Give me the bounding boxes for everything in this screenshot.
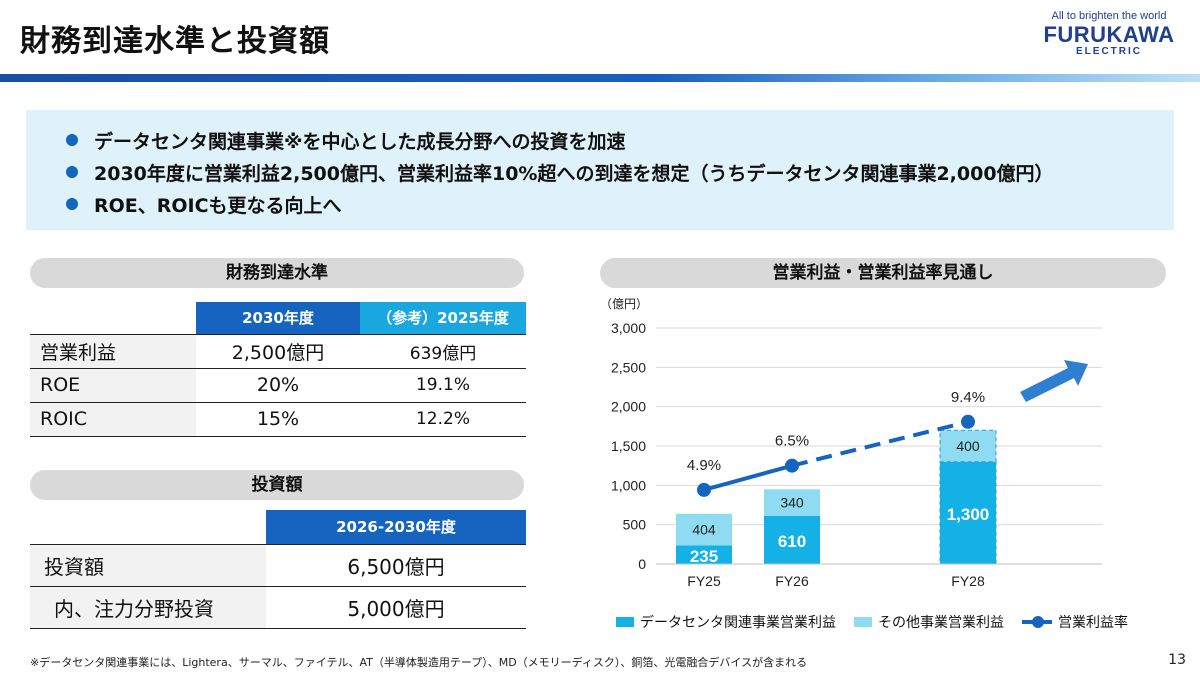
bullet-icon <box>66 166 78 178</box>
bullet-icon <box>66 198 78 210</box>
legend-item: その他事業営業利益 <box>854 612 1004 632</box>
y-tick-label: 1,500 <box>611 438 646 454</box>
legend-swatch-margin <box>1022 616 1052 628</box>
row-label: 投資額 <box>30 543 266 587</box>
growth-arrow-icon <box>1020 360 1088 402</box>
margin-value-label: 6.5% <box>775 433 809 450</box>
chart-legend: データセンタ関連事業営業利益 その他事業営業利益 営業利益率 <box>616 612 1146 632</box>
value-2025: 639億円 <box>360 333 526 369</box>
logo-tagline: All to brighten the world <box>1051 10 1167 22</box>
chart-title: 営業利益・営業利益率見通し <box>600 258 1166 288</box>
table-row: 内、注力分野投資 5,000億円 <box>30 586 526 629</box>
row-label: ROIC <box>30 402 196 437</box>
value-2025: 12.2% <box>360 402 526 437</box>
key-point-text: データセンタ関連事業※を中心とした成長分野への投資を加速 <box>94 130 626 153</box>
column-header-period: 2026-2030年度 <box>266 510 526 544</box>
bar-value-label: 1,300 <box>947 505 990 524</box>
page-number: 13 <box>1168 652 1186 668</box>
bar-datacenter <box>764 516 820 564</box>
value-2025: 19.1% <box>360 368 526 403</box>
x-tick-label: FY26 <box>775 573 809 589</box>
legend-label: その他事業営業利益 <box>878 615 1004 631</box>
bar-datacenter <box>676 545 732 564</box>
footnote: ※データセンタ関連事業には、Lightera、サーマル、ファイテル、AT（半導体… <box>30 656 808 669</box>
x-tick-label: FY28 <box>951 573 985 589</box>
table-header-blank <box>30 302 196 334</box>
page-title: 財務到達水準と投資額 <box>20 24 330 59</box>
row-label: 内、注力分野投資 <box>30 586 266 629</box>
bar-value-label: 404 <box>692 522 716 538</box>
margin-value-label: 4.9% <box>687 457 721 474</box>
table-header-row: 2030年度 （参考）2025年度 <box>30 302 526 334</box>
column-header-2025: （参考）2025年度 <box>360 302 526 334</box>
value-2030: 20% <box>196 368 360 403</box>
bar-value-label: 610 <box>778 532 806 551</box>
company-logo: All to brighten the world FURUKAWA ELECT… <box>1034 10 1184 57</box>
margin-point <box>961 414 975 429</box>
y-tick-label: 1,000 <box>611 477 646 493</box>
y-tick-label: 2,000 <box>611 399 646 415</box>
legend-item: データセンタ関連事業営業利益 <box>616 612 836 632</box>
bar-value-label: 340 <box>780 495 804 511</box>
bar-other <box>764 489 820 517</box>
y-tick-label: 500 <box>623 517 647 533</box>
row-value: 6,500億円 <box>266 543 526 587</box>
row-label: ROE <box>30 368 196 403</box>
x-tick-label: FY25 <box>687 573 721 589</box>
table-row: ROE 20% 19.1% <box>30 368 526 403</box>
investment-section-title: 投資額 <box>30 470 524 500</box>
bar-other <box>939 429 997 463</box>
table-row: 投資額 6,500億円 <box>30 543 526 587</box>
margin-value-label: 9.4% <box>951 389 985 406</box>
financial-section-title: 財務到達水準 <box>30 258 524 288</box>
bar-value-label: 400 <box>956 438 980 454</box>
key-point: データセンタ関連事業※を中心とした成長分野への投資を加速 <box>66 124 1174 156</box>
legend-label: データセンタ関連事業営業利益 <box>640 615 836 631</box>
key-point: ROE、ROICも更なる向上へ <box>66 188 1174 220</box>
key-point: 2030年度に営業利益2,500億円、営業利益率10%超への到達を想定（うちデー… <box>66 156 1174 188</box>
margin-line-dashed <box>791 419 969 468</box>
legend-item: 営業利益率 <box>1022 612 1128 632</box>
legend-swatch-dc <box>616 617 634 627</box>
header-divider <box>0 74 1200 82</box>
y-tick-label: 0 <box>638 556 646 572</box>
table-row: ROIC 15% 12.2% <box>30 402 526 437</box>
y-tick-label: 3,000 <box>611 320 646 336</box>
bar-other <box>676 513 732 546</box>
key-point-text: ROE、ROICも更なる向上へ <box>94 194 342 217</box>
margin-point <box>697 482 711 497</box>
table-header-blank <box>30 510 266 544</box>
key-point-text: 2030年度に営業利益2,500億円、営業利益率10%超への到達を想定（うちデー… <box>94 162 1054 185</box>
key-points-box: データセンタ関連事業※を中心とした成長分野への投資を加速 2030年度に営業利益… <box>26 110 1174 230</box>
bullet-icon <box>66 134 78 146</box>
y-unit-label: （億円） <box>600 297 648 311</box>
table-row: 営業利益 2,500億円 639億円 <box>30 333 526 369</box>
legend-label: 営業利益率 <box>1058 615 1128 631</box>
margin-point <box>785 458 799 473</box>
row-label: 営業利益 <box>30 333 196 369</box>
column-header-2030: 2030年度 <box>196 302 360 334</box>
bar-datacenter <box>939 461 997 565</box>
y-tick-label: 2,500 <box>611 359 646 375</box>
financial-targets-table: 2030年度 （参考）2025年度 営業利益 2,500億円 639億円 ROE… <box>30 302 526 437</box>
logo-subtitle: ELECTRIC <box>1076 46 1142 57</box>
table-header-row: 2026-2030年度 <box>30 510 526 544</box>
investment-table: 2026-2030年度 投資額 6,500億円 内、注力分野投資 5,000億円 <box>30 510 526 629</box>
legend-swatch-other <box>854 617 872 627</box>
margin-line-solid <box>703 463 793 492</box>
value-2030: 2,500億円 <box>196 333 360 369</box>
value-2030: 15% <box>196 402 360 437</box>
logo-wordmark: FURUKAWA <box>1043 22 1175 47</box>
bar-value-label: 235 <box>690 547 718 566</box>
operating-profit-chart: 0 500 1,000 1,500 2,000 2,500 3,000 （億円） 235 404 F… <box>600 297 1102 589</box>
row-value: 5,000億円 <box>266 586 526 629</box>
